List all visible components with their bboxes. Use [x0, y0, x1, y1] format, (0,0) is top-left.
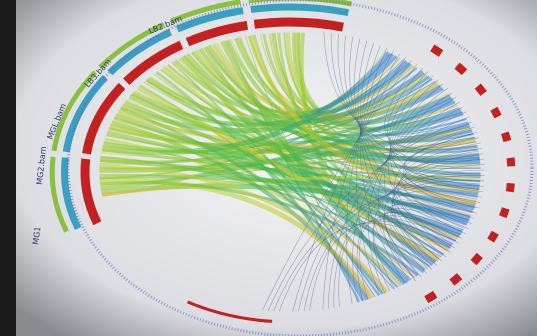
- heat-track: [175, 7, 244, 33]
- segment: [186, 300, 273, 323]
- chord: [283, 32, 479, 154]
- chord: [303, 180, 485, 312]
- chord: [346, 51, 394, 304]
- chord: [384, 87, 448, 266]
- chord: [389, 79, 465, 229]
- segment: [499, 207, 510, 219]
- chord: [393, 129, 472, 258]
- heat-track: [61, 157, 82, 230]
- segment: [506, 157, 516, 167]
- chord: [349, 37, 473, 212]
- segment: [454, 62, 468, 76]
- track-label: MG2.bam: [35, 146, 48, 185]
- chord: [292, 32, 431, 117]
- chord: [322, 53, 400, 310]
- chord: [328, 106, 464, 309]
- rings: [49, 0, 516, 323]
- segment: [449, 273, 463, 286]
- bezel: [0, 0, 16, 336]
- chord: [384, 158, 484, 279]
- chord: [377, 92, 452, 281]
- chord: [323, 31, 470, 137]
- chord: [248, 34, 477, 206]
- track-label: MG1: [31, 226, 42, 245]
- segment: [474, 83, 487, 96]
- segment: [487, 230, 499, 243]
- chord: [333, 175, 485, 308]
- chord: [309, 220, 455, 311]
- chord: [110, 123, 416, 279]
- chord: [101, 152, 479, 163]
- chord: [267, 116, 470, 311]
- chord: [401, 194, 477, 221]
- segment: [185, 20, 249, 47]
- chord: [262, 60, 412, 311]
- chord: [292, 57, 406, 312]
- chord: [99, 181, 419, 277]
- segment: [430, 44, 444, 57]
- chord: [274, 32, 464, 231]
- chord: [104, 137, 403, 287]
- chord: [352, 101, 460, 303]
- chord: [206, 44, 480, 190]
- chord: [387, 83, 451, 249]
- heat-track: [170, 0, 241, 24]
- chord: [101, 51, 391, 155]
- outer-ring: [66, 0, 534, 336]
- chord: [337, 33, 481, 168]
- chord: [99, 174, 476, 208]
- chord: [359, 43, 429, 269]
- heat-track: [51, 70, 98, 152]
- chords: [99, 31, 485, 312]
- chord: [273, 184, 484, 312]
- segment: [253, 17, 344, 32]
- chord: [367, 97, 457, 294]
- chord: [279, 222, 451, 312]
- heat-track: [98, 22, 166, 70]
- segment: [82, 82, 126, 155]
- chord: [387, 67, 481, 165]
- chord: [136, 85, 440, 262]
- segment: [123, 40, 184, 85]
- segment: [490, 106, 502, 119]
- segment: [80, 158, 102, 226]
- chord: [403, 187, 479, 209]
- segment: [501, 131, 512, 143]
- chord: [392, 172, 481, 266]
- chord: [359, 215, 463, 300]
- chord: [297, 32, 445, 256]
- segment: [470, 252, 483, 266]
- chord: [171, 61, 380, 296]
- heat-track: [250, 3, 350, 17]
- segment: [505, 182, 515, 193]
- chord: [268, 33, 401, 111]
- chord: [359, 45, 406, 284]
- chord: [356, 48, 388, 296]
- chord: [372, 164, 485, 292]
- heat-track: [49, 156, 69, 233]
- chord: [330, 32, 478, 150]
- chord: [354, 38, 463, 233]
- chord: [343, 35, 480, 191]
- chord: [128, 94, 480, 162]
- chord: [356, 169, 485, 302]
- chord: [99, 164, 389, 294]
- chord: [298, 111, 467, 312]
- chord: [393, 150, 479, 262]
- heat-track: [62, 74, 108, 153]
- segment: [424, 290, 438, 304]
